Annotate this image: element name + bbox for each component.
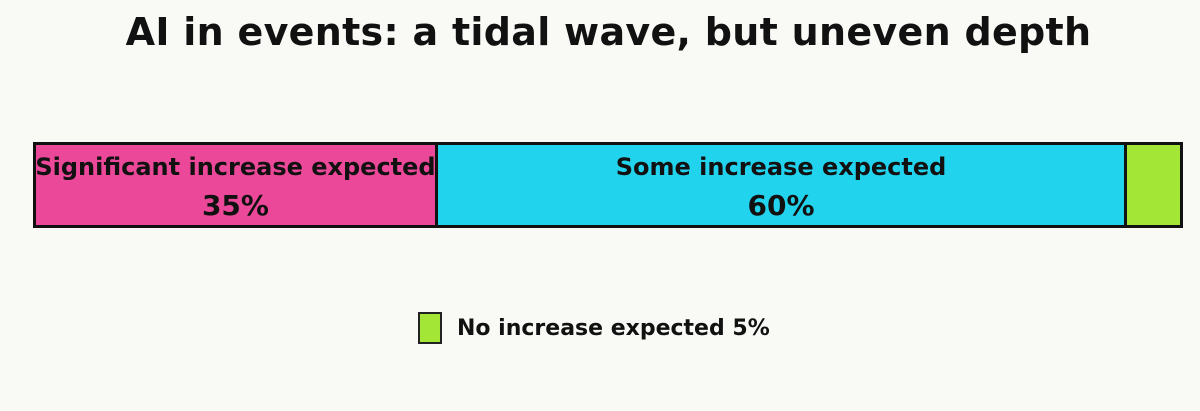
segment-no-increase: [1124, 145, 1180, 225]
legend: No increase expected 5%: [418, 312, 770, 344]
segment-value: 60%: [747, 189, 815, 222]
legend-swatch: [418, 312, 442, 344]
segment-significant-increase: Significant increase expected 35%: [35, 145, 436, 225]
stacked-bar: Significant increase expected 35% Some i…: [33, 142, 1183, 228]
segment-label: Some increase expected: [615, 153, 947, 181]
segment-value: 35%: [201, 189, 269, 222]
chart-title: AI in events: a tidal wave, but uneven d…: [125, 10, 1092, 54]
segment-label: Significant increase expected: [35, 153, 436, 181]
legend-label: No increase expected 5%: [457, 315, 770, 341]
segment-some-increase: Some increase expected 60%: [434, 145, 1125, 225]
